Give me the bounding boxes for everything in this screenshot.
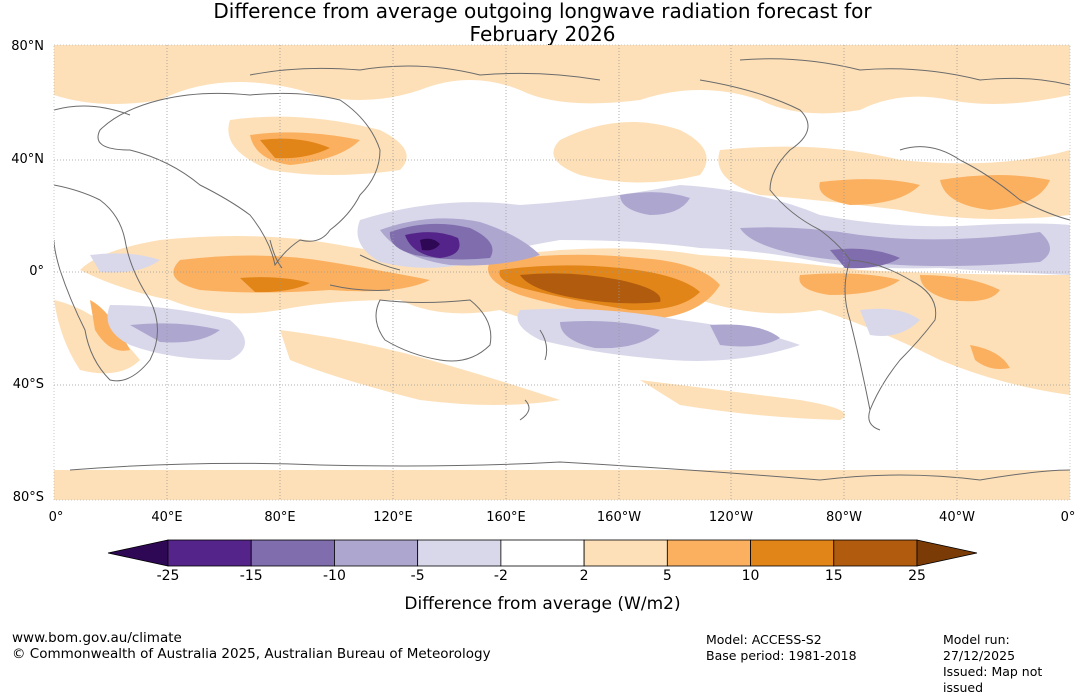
- map-title: Difference from average outgoing longwav…: [0, 0, 1085, 46]
- colorbar-tick-label: 10: [741, 568, 760, 584]
- colorbar-tick-label: 25: [908, 568, 926, 584]
- graticule: [54, 45, 1070, 500]
- colorbar-swatch: [334, 539, 419, 567]
- lat-label-40s: 40°S: [12, 377, 44, 392]
- lon-label-0-left: 0°: [48, 510, 64, 525]
- colorbar-tick-label: 5: [662, 568, 672, 584]
- colorbar-extend-low: [107, 539, 169, 567]
- colorbar-tick-label: -15: [239, 568, 263, 584]
- footer-copyright: © Commonwealth of Australia 2025, Austra…: [12, 646, 491, 662]
- colorbar-tick-label: 15: [824, 568, 843, 584]
- lat-label-0: 0°: [29, 264, 44, 279]
- map-frame: [53, 44, 1071, 501]
- lat-label-40n: 40°N: [11, 152, 44, 167]
- colorbar-swatch: [167, 539, 252, 567]
- colorbar-tick-label: -10: [323, 568, 346, 584]
- colorbar-swatch: [666, 539, 751, 567]
- colorbar: [107, 539, 978, 567]
- footer-model-run: Model run: 27/12/2025: [943, 632, 1016, 663]
- colorbar-extend-high: [916, 539, 978, 567]
- colorbar-swatch: [833, 539, 918, 567]
- footer-website: www.bom.gov.au/climate: [12, 630, 182, 646]
- lon-label-160w: 160°W: [596, 510, 642, 525]
- anomaly-negative-25-plus: [420, 238, 440, 251]
- lon-label-120e: 120°E: [373, 510, 413, 525]
- colorbar-swatch: [583, 539, 668, 567]
- footer-issued: Issued: Map not issued: [943, 664, 1043, 695]
- title-line-1: Difference from average outgoing longwav…: [213, 0, 872, 23]
- footer-base-period: Base period: 1981-2018: [706, 648, 857, 663]
- lon-label-0-right: 0°: [1060, 510, 1076, 525]
- title-line-2: February 2026: [469, 22, 616, 46]
- colorbar-swatch: [250, 539, 335, 567]
- colorbar-swatch: [750, 539, 835, 567]
- anomaly-positive-15-25: [520, 273, 661, 304]
- colorbar-tick-label: -25: [156, 568, 180, 584]
- colorbar-label: Difference from average (W/m2): [404, 594, 681, 614]
- lon-label-80w: 80°W: [826, 510, 862, 525]
- lon-label-40e: 40°E: [151, 510, 183, 525]
- lat-label-80s: 80°S: [12, 490, 44, 505]
- footer-left: www.bom.gov.au/climate © Commonwealth of…: [12, 630, 491, 662]
- colorbar-tick-label: -2: [493, 568, 508, 584]
- footer-model: Model: ACCESS-S2: [706, 632, 822, 647]
- footer-run-info: Model run: 27/12/2025 Issued: Map not is…: [943, 632, 1085, 696]
- lon-label-160e: 160°E: [486, 510, 526, 525]
- lon-label-40w: 40°W: [939, 510, 975, 525]
- anomaly-map: [53, 44, 1071, 501]
- colorbar-tick-label: 2: [579, 568, 589, 584]
- footer-model-info: Model: ACCESS-S2 Base period: 1981-2018: [706, 632, 857, 664]
- coastlines: [54, 58, 1070, 481]
- lon-label-80e: 80°E: [264, 510, 296, 525]
- colorbar-swatch: [500, 539, 585, 567]
- colorbar-tick-label: -5: [410, 568, 425, 584]
- lat-label-80n: 80°N: [11, 39, 44, 54]
- lon-label-120w: 120°W: [708, 510, 754, 525]
- colorbar-swatch: [417, 539, 502, 567]
